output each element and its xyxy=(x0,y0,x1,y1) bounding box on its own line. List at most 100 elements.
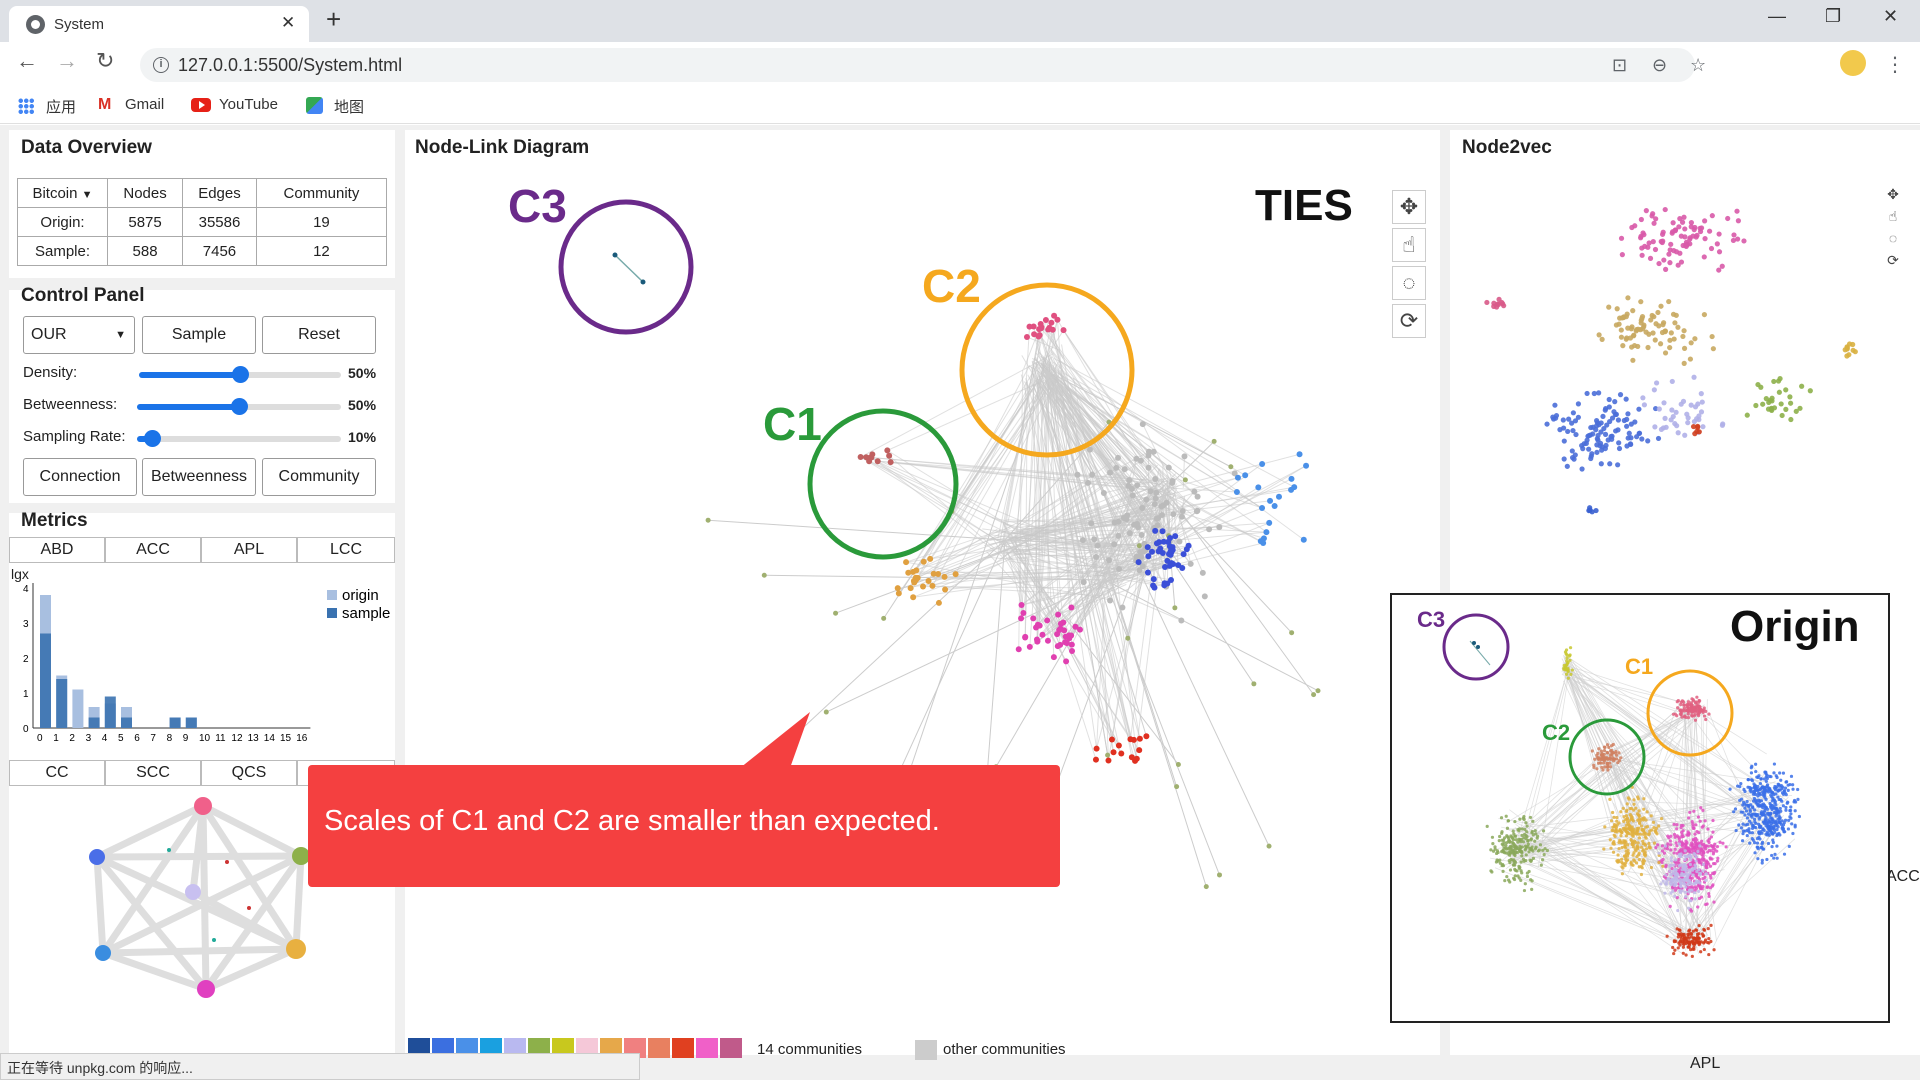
sampling-rate-slider[interactable] xyxy=(137,430,341,447)
node xyxy=(1732,810,1736,814)
forward-icon[interactable]: → xyxy=(56,48,78,73)
bookmark-apps[interactable]: 应用 xyxy=(46,99,77,116)
community-node[interactable] xyxy=(95,945,111,961)
url-text[interactable]: 127.0.0.1:5500/System.html xyxy=(178,55,403,75)
star-icon[interactable]: ☆ xyxy=(1690,55,1707,75)
embedding-point xyxy=(1612,399,1618,405)
node xyxy=(1020,609,1027,616)
node xyxy=(1513,874,1517,878)
profile-avatar[interactable] xyxy=(1840,50,1866,76)
embedding-point xyxy=(1658,303,1664,309)
betweenness-handle[interactable] xyxy=(231,398,248,415)
node xyxy=(1630,828,1635,832)
node xyxy=(1639,845,1644,849)
node xyxy=(1663,891,1667,895)
youtube-icon[interactable] xyxy=(191,98,211,112)
node xyxy=(1668,839,1672,843)
sample-button[interactable]: Sample xyxy=(142,316,256,354)
node xyxy=(1711,852,1715,856)
back-icon[interactable]: ← xyxy=(16,48,38,73)
close-window-icon[interactable]: ✕ xyxy=(1883,6,1899,26)
embedding-point xyxy=(1706,228,1713,234)
gmail-icon[interactable]: M xyxy=(98,96,112,113)
tab-acc[interactable]: ACC xyxy=(105,537,201,563)
community-node[interactable] xyxy=(197,980,215,998)
edge xyxy=(1170,487,1237,493)
node xyxy=(1691,838,1695,842)
pan-icon[interactable]: ✥ xyxy=(1887,186,1899,202)
density-slider[interactable] xyxy=(139,366,341,383)
info-icon[interactable]: i xyxy=(153,57,169,73)
node xyxy=(1672,951,1676,956)
sampling-rate-handle[interactable] xyxy=(144,430,161,447)
embedding-point xyxy=(1688,340,1694,346)
select-hand-icon[interactable]: ☝ xyxy=(1888,208,1898,224)
c3-node xyxy=(1476,645,1480,649)
bookmark-youtube[interactable]: YouTube xyxy=(219,96,278,113)
dataset-select[interactable]: Bitcoin ▼ xyxy=(17,178,108,208)
zoom-icon[interactable]: ⊖ xyxy=(1652,55,1668,75)
new-tab-icon[interactable]: + xyxy=(326,4,342,34)
maps-icon[interactable] xyxy=(306,97,323,114)
tab-apl[interactable]: APL xyxy=(201,537,297,563)
node xyxy=(1527,850,1531,854)
translate-icon[interactable]: ⊡ xyxy=(1612,55,1628,75)
embedding-point xyxy=(1599,336,1605,342)
node xyxy=(1031,331,1038,338)
tab-cc[interactable]: CC xyxy=(9,760,105,786)
pan-icon[interactable]: ✥ xyxy=(1392,190,1426,224)
edge xyxy=(1519,673,1569,867)
embedding-point xyxy=(1616,321,1622,327)
close-tab-icon[interactable]: ✕ xyxy=(281,13,296,32)
method-select[interactable]: OUR ▼ xyxy=(23,316,135,354)
address-bar[interactable]: i 127.0.0.1:5500/System.html ⊡ ⊖ ☆ xyxy=(140,48,1706,82)
refresh-icon[interactable]: ⟳ xyxy=(1887,252,1899,268)
community-node[interactable] xyxy=(286,939,306,959)
node xyxy=(1611,810,1615,815)
node xyxy=(1628,827,1632,832)
lasso-icon[interactable]: ◌ xyxy=(1888,230,1898,246)
tab-scc[interactable]: SCC xyxy=(105,760,201,786)
edge xyxy=(1155,493,1175,499)
bookmark-gmail[interactable]: Gmail xyxy=(125,96,165,113)
node xyxy=(1775,844,1779,848)
node xyxy=(874,458,881,465)
betweenness-button[interactable]: Betweenness xyxy=(142,458,256,496)
minimize-icon[interactable]: — xyxy=(1768,6,1786,26)
embedding-point xyxy=(1604,422,1610,428)
node xyxy=(1644,847,1649,851)
community-node[interactable] xyxy=(292,847,310,865)
community-node xyxy=(225,860,229,864)
apps-icon[interactable] xyxy=(18,98,34,114)
edge xyxy=(1014,526,1220,535)
tab-qcs[interactable]: QCS xyxy=(201,760,297,786)
node xyxy=(1781,804,1785,808)
browser-tab[interactable]: System ✕ xyxy=(9,6,309,42)
node xyxy=(1697,936,1701,941)
community-node[interactable] xyxy=(194,797,212,815)
node xyxy=(1633,840,1638,844)
reset-button[interactable]: Reset xyxy=(262,316,376,354)
node xyxy=(895,590,902,597)
node xyxy=(1179,507,1186,514)
tab-abd[interactable]: ABD xyxy=(9,537,105,563)
embedding-point xyxy=(1640,395,1646,401)
connection-button[interactable]: Connection xyxy=(23,458,137,496)
node xyxy=(1672,822,1676,826)
community-button[interactable]: Community xyxy=(262,458,376,496)
bookmark-maps[interactable]: 地图 xyxy=(334,99,365,116)
community-node[interactable] xyxy=(89,849,105,865)
menu-icon[interactable]: ⋮ xyxy=(1885,54,1905,76)
restore-icon[interactable]: ❐ xyxy=(1825,6,1842,26)
density-handle[interactable] xyxy=(232,366,249,383)
community-node[interactable] xyxy=(185,884,201,900)
betweenness-slider[interactable] xyxy=(137,398,341,415)
lasso-icon[interactable]: ◌ xyxy=(1392,266,1426,300)
node xyxy=(1637,809,1641,813)
node xyxy=(1712,900,1716,904)
tab-lcc[interactable]: LCC xyxy=(297,537,395,563)
reload-icon[interactable]: ↻ xyxy=(96,48,115,73)
refresh-icon[interactable]: ⟳ xyxy=(1392,304,1426,338)
embedding-point xyxy=(1624,423,1630,429)
select-hand-icon[interactable]: ☝ xyxy=(1392,228,1426,262)
